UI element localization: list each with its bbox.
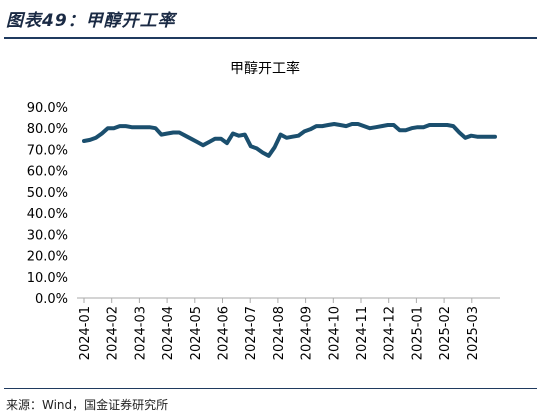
y-tick-label: 70.0% bbox=[27, 143, 68, 158]
x-tick-label: 2024-02 bbox=[106, 306, 121, 360]
y-tick-label: 30.0% bbox=[27, 228, 68, 243]
figure-header: 图表49：甲醇开工率 bbox=[0, 0, 541, 40]
x-tick-label: 2024-08 bbox=[272, 306, 287, 360]
y-tick-label: 60.0% bbox=[27, 165, 68, 180]
x-tick-label: 2024-01 bbox=[78, 306, 93, 360]
x-tick-label: 2024-03 bbox=[133, 306, 148, 360]
x-tick-label: 2025-01 bbox=[410, 306, 425, 360]
x-tick-label: 2024-11 bbox=[355, 306, 370, 360]
x-tick-label: 2024-12 bbox=[383, 306, 398, 360]
figure-title: 图表49：甲醇开工率 bbox=[6, 11, 176, 31]
y-tick-label: 10.0% bbox=[27, 271, 68, 286]
x-axis-ticks: 2024-01 2024-02 2024-03 2024-04 2024-05 2024-… bbox=[78, 298, 481, 360]
x-tick-label: 2025-03 bbox=[466, 306, 481, 360]
x-tick-label: 2024-10 bbox=[327, 306, 342, 360]
x-tick-label: 2025-02 bbox=[438, 306, 453, 360]
source-note: 来源：Wind，国金证券研究所 bbox=[6, 398, 169, 412]
x-tick-label: 2024-05 bbox=[189, 306, 204, 360]
y-tick-label: 80.0% bbox=[27, 122, 68, 137]
header-divider bbox=[4, 37, 537, 39]
source-divider bbox=[4, 388, 537, 389]
y-tick-label: 0.0% bbox=[35, 292, 68, 307]
line-chart: 甲醇开工率 0.0% 10.0% 20.0% 30.0% 40.0% 50.0% 60.0%… bbox=[27, 60, 500, 360]
y-tick-label: 20.0% bbox=[27, 250, 68, 265]
y-axis-ticks: 0.0% 10.0% 20.0% 30.0% 40.0% 50.0% 60.0% 70.0% 8… bbox=[27, 101, 68, 307]
y-tick-label: 50.0% bbox=[27, 186, 68, 201]
x-tick-label: 2024-06 bbox=[217, 306, 232, 360]
x-tick-label: 2024-09 bbox=[300, 306, 315, 360]
x-tick-label: 2024-04 bbox=[161, 306, 176, 360]
chart-title: 甲醇开工率 bbox=[230, 60, 300, 77]
y-tick-label: 40.0% bbox=[27, 207, 68, 222]
x-tick-label: 2024-07 bbox=[244, 306, 259, 360]
series-line bbox=[82, 122, 497, 158]
y-tick-label: 90.0% bbox=[27, 101, 68, 116]
